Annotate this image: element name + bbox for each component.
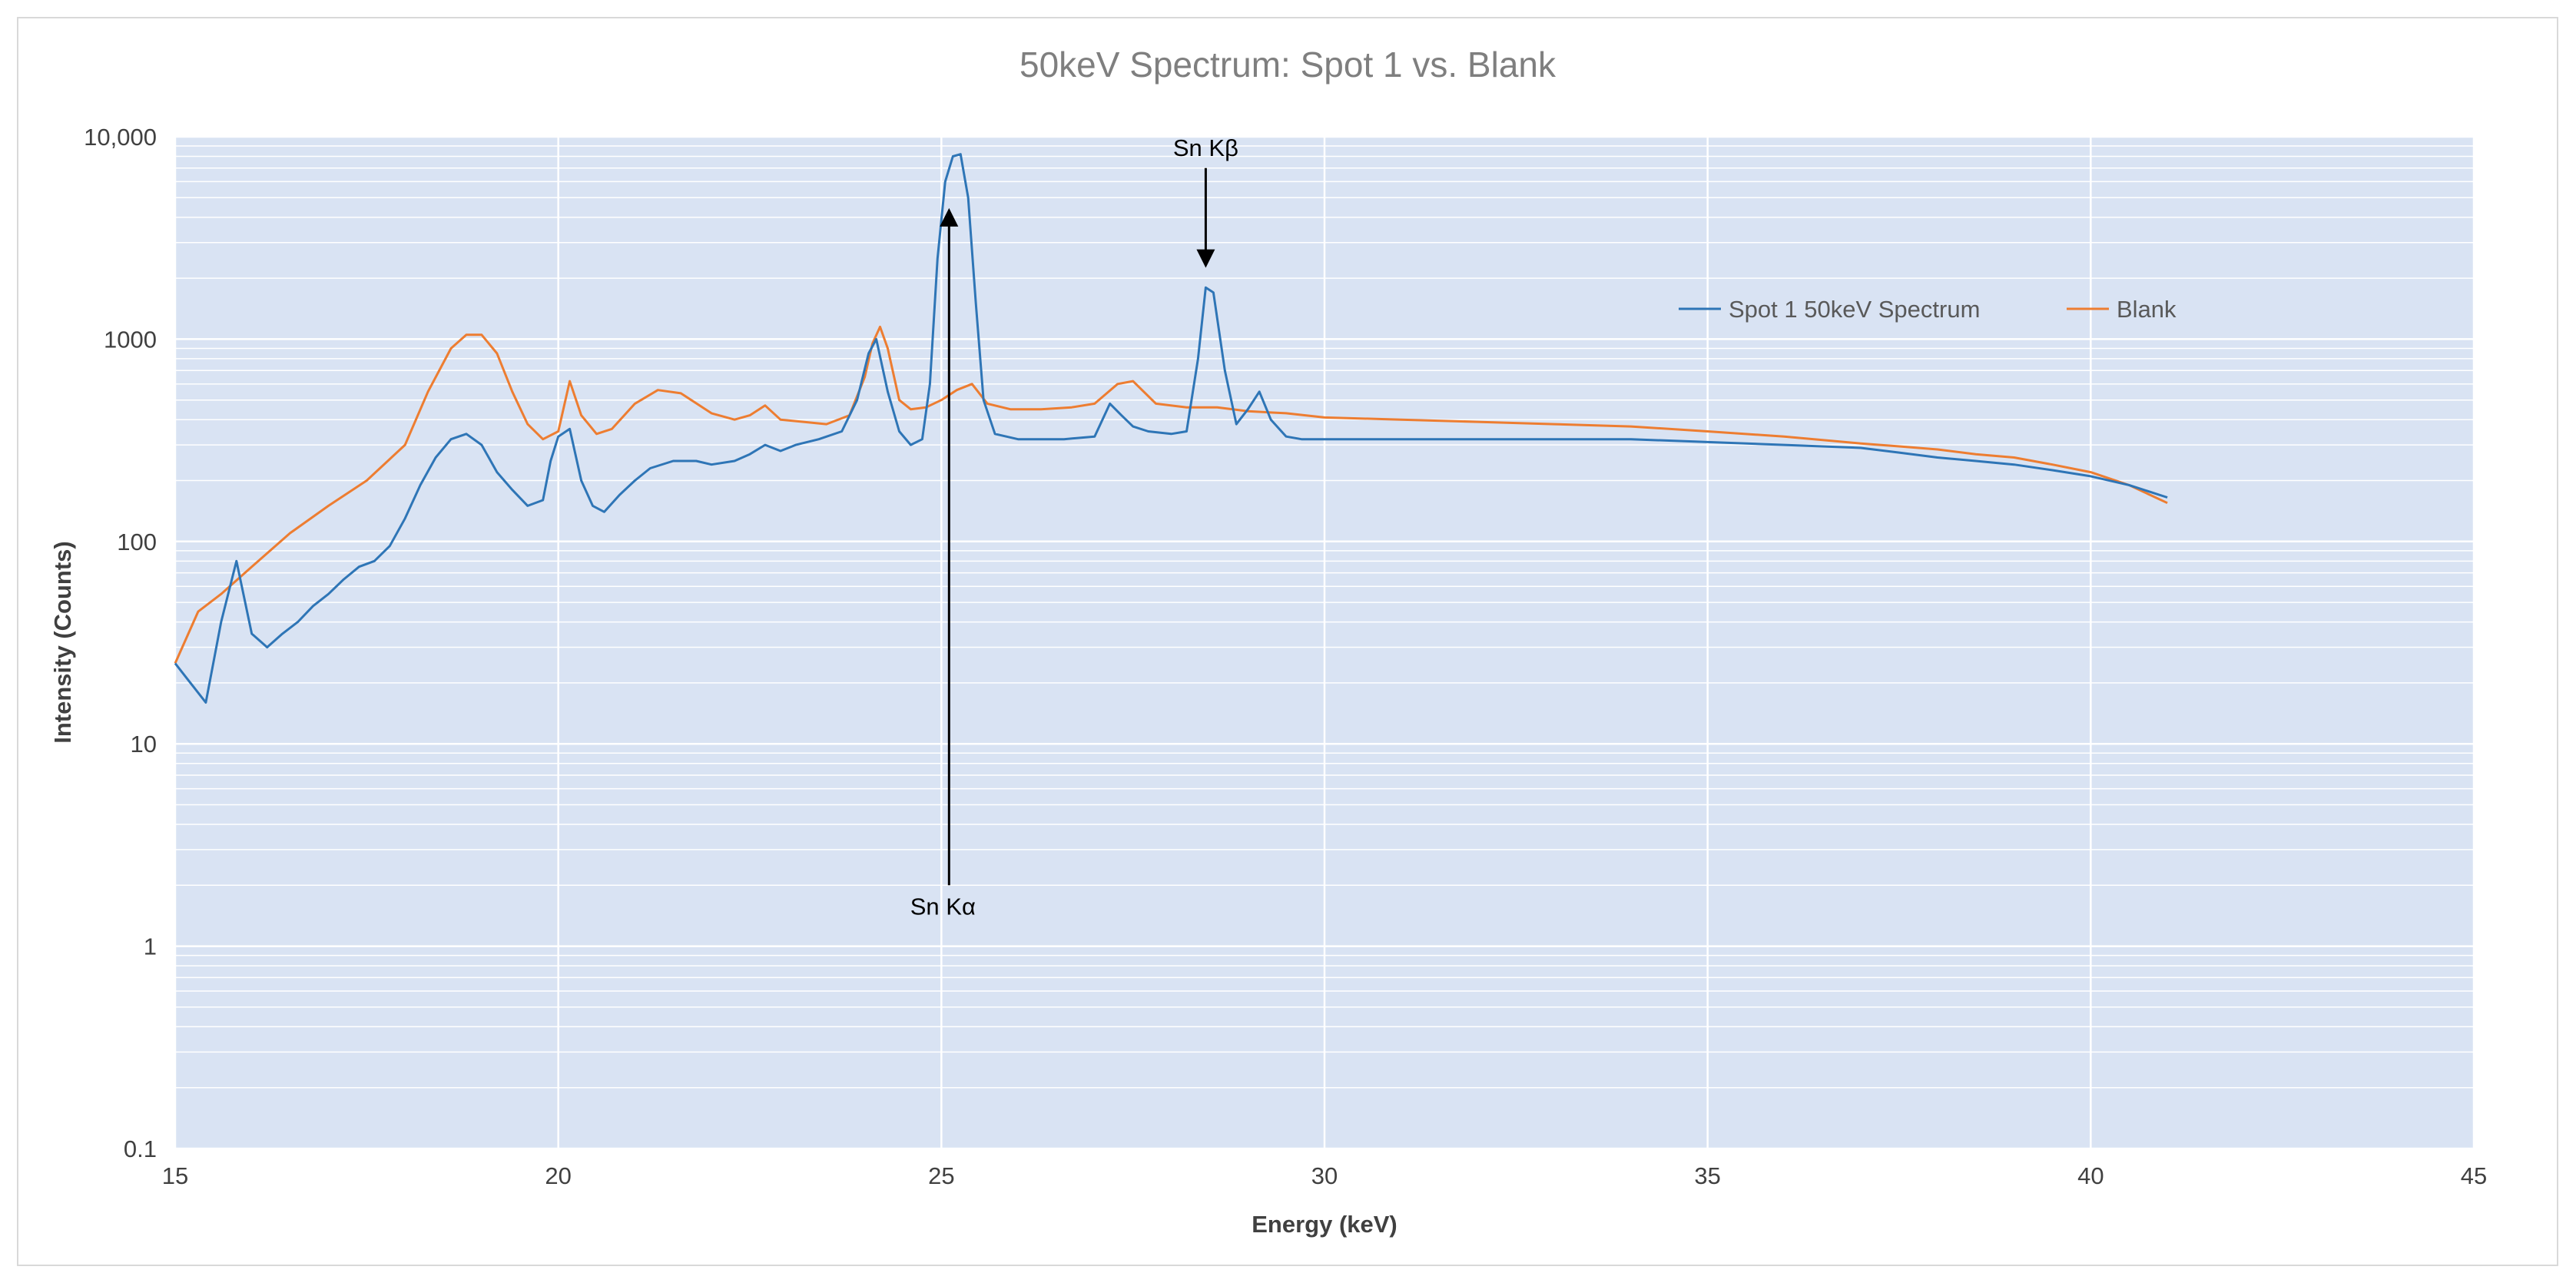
annotation-label: Sn Kβ: [1173, 134, 1238, 161]
y-tick-label: 10: [131, 731, 157, 758]
gridlines: [174, 135, 2475, 1150]
x-tick-label: 15: [162, 1162, 188, 1189]
x-tick-label: 30: [1311, 1162, 1338, 1189]
chart-title: 50keV Spectrum: Spot 1 vs. Blank: [1019, 45, 1557, 85]
series-line-blank: [174, 325, 2168, 665]
x-tick-label: 40: [2077, 1162, 2104, 1189]
y-tick-label: 10,000: [84, 124, 157, 151]
y-tick-label: 1000: [104, 326, 157, 353]
legend-label-blank: Blank: [2117, 296, 2177, 323]
series-group: [174, 153, 2168, 704]
legend: Spot 1 50keV Spectrum Blank: [1679, 296, 2177, 323]
x-tick-label: 35: [1694, 1162, 1720, 1189]
annotation-label: Sn Kα: [910, 893, 976, 920]
y-tick-label: 100: [117, 529, 157, 555]
x-axis-label: Energy (keV): [1252, 1211, 1397, 1238]
annotation-group: Sn Kα Sn Kβ: [910, 134, 1238, 920]
x-axis-ticks: 15 20 25 30 35 40 45: [162, 1162, 2487, 1189]
x-tick-label: 20: [545, 1162, 571, 1189]
legend-label-spot1: Spot 1 50keV Spectrum: [1729, 296, 1980, 323]
x-tick-label: 25: [928, 1162, 954, 1189]
y-tick-label: 0.1: [124, 1135, 157, 1162]
series-line-spot1: [174, 153, 2168, 704]
y-axis-label: Intensity (Counts): [49, 541, 76, 744]
y-tick-label: 1: [144, 933, 157, 960]
x-tick-label: 45: [2461, 1162, 2487, 1189]
y-axis-ticks: 0.1 1 10 100 1000 10,000: [84, 124, 157, 1162]
